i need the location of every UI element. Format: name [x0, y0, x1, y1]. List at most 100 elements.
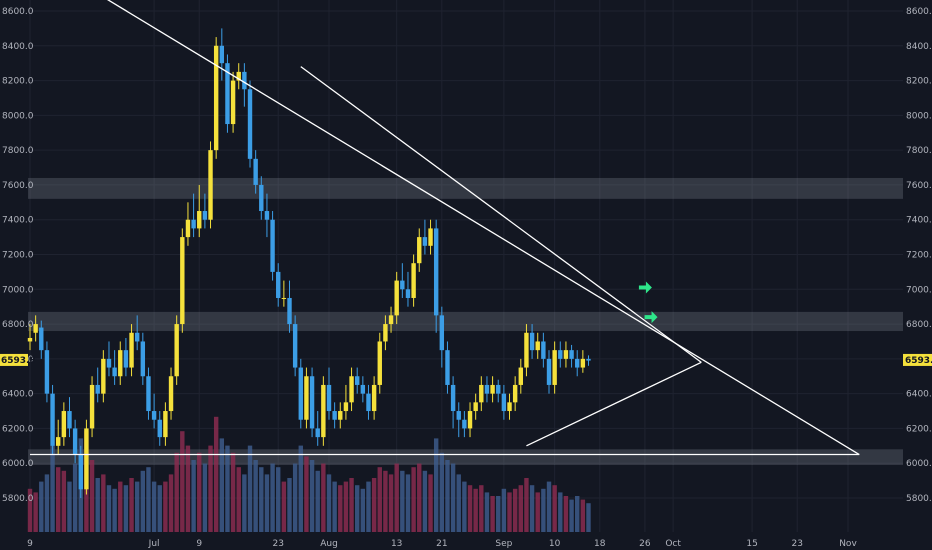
candle-body-99: [586, 358, 591, 361]
candle-body-29: [191, 219, 196, 229]
volume-bar-79: [473, 488, 478, 532]
candle-body-49: [304, 376, 309, 420]
volume-bar-33: [213, 416, 219, 532]
candle-body-76: [456, 411, 461, 420]
price-tick-right-7: 7200.0: [906, 251, 932, 261]
volume-bar-62: [377, 467, 382, 532]
candle-body-11: [89, 384, 95, 429]
volume-bar-87: [518, 485, 523, 532]
price-tick-left-6: 7000.0: [2, 285, 34, 295]
volume-bar-23: [157, 485, 162, 532]
volume-bar-44: [276, 467, 281, 532]
volume-bar-78: [467, 485, 473, 532]
candle-body-6: [61, 411, 67, 438]
candle-body-50: [309, 376, 315, 429]
candle-body-93: [552, 350, 557, 385]
date-tick-13: 23: [792, 539, 803, 549]
price-tick-right-11: 8000.0: [906, 111, 932, 121]
candle-body-31: [202, 211, 208, 220]
candle-body-59: [360, 384, 366, 394]
volume-bar-77: [462, 481, 467, 532]
candle-body-69: [417, 237, 422, 264]
candle-body-3: [44, 350, 50, 394]
candle-body-90: [535, 341, 540, 351]
volume-bar-72: [433, 438, 439, 532]
volume-bar-98: [580, 499, 586, 532]
candle-body-46: [287, 297, 292, 325]
candle-body-52: [321, 384, 326, 438]
volume-bar-51: [315, 470, 320, 532]
candle-body-37: [236, 71, 241, 81]
date-tick-12: 15: [746, 539, 757, 549]
candle-body-15: [112, 367, 117, 377]
volume-bar-67: [405, 474, 411, 532]
date-tick-1: Jul: [148, 539, 160, 549]
candle-body-77: [462, 419, 467, 429]
price-tick-left-2: 6200.0: [2, 424, 34, 434]
date-tick-7: Sep: [495, 539, 512, 549]
volume-bar-82: [490, 496, 495, 532]
candle-body-40: [253, 158, 258, 185]
candle-body-68: [411, 263, 416, 298]
arrow-upper-icon: [638, 281, 652, 294]
volume-bar-55: [338, 485, 343, 532]
candle-body-24: [163, 411, 168, 438]
volume-bar-26: [174, 452, 179, 532]
price-tick-left-3: 6400.0: [2, 390, 34, 400]
candle-body-92: [546, 358, 552, 385]
last-price-badge-right: [903, 353, 932, 366]
volume-bar-73: [439, 452, 445, 532]
volume-bar-11: [89, 460, 95, 532]
volume-bar-97: [575, 496, 580, 532]
volume-bar-75: [450, 463, 456, 532]
candle-body-87: [518, 367, 523, 385]
volume-bar-35: [225, 445, 230, 532]
price-tick-left-7: 7200.0: [2, 251, 34, 261]
volume-bar-22: [151, 481, 157, 532]
volume-bar-99: [586, 503, 591, 532]
volume-bar-90: [535, 492, 540, 532]
candle-body-95: [563, 350, 569, 359]
zone-lower: [28, 449, 903, 465]
date-tick-14: Nov: [839, 539, 857, 549]
candle-body-91: [541, 341, 546, 359]
date-tick-5: 13: [391, 539, 402, 549]
price-tick-right-0: 5800.0: [906, 494, 932, 504]
candle-body-44: [276, 271, 281, 298]
candle-body-33: [213, 45, 219, 151]
volume-bar-0: [27, 488, 33, 532]
candle-body-14: [106, 358, 112, 368]
volume-bar-36: [230, 452, 236, 532]
price-tick-left-5: 6800.0: [2, 320, 34, 330]
candle-body-70: [422, 237, 428, 246]
candle-body-13: [101, 358, 106, 394]
volume-bar-57: [349, 478, 354, 532]
volume-bar-70: [422, 470, 428, 532]
last-price-badges: 6593.8 6593.8: [0, 353, 932, 366]
candle-body-28: [185, 219, 191, 238]
date-axis[interactable]: 9 Jul 9 23 Aug 13 21 Sep 10 18 26 Oct 15 23 Nov: [27, 539, 857, 549]
volume-bar-64: [388, 474, 394, 532]
candle-body-63: [383, 324, 388, 342]
volume-bar-88: [524, 478, 529, 532]
price-tick-left-12: 8200.0: [2, 77, 34, 87]
volume-bar-41: [259, 467, 264, 532]
candle-body-82: [490, 384, 495, 394]
volume-bar-39: [247, 445, 253, 532]
volume-bar-17: [123, 485, 129, 532]
date-tick-11: Oct: [665, 539, 681, 549]
price-axis-right[interactable]: 5800.06000.06200.06400.06600.06800.07000…: [906, 7, 932, 504]
arrow-lower-icon: [644, 311, 658, 324]
candle-body-43: [270, 219, 275, 272]
candle-body-22: [151, 411, 157, 420]
volume-bar-47: [292, 463, 298, 532]
trendlines[interactable]: [30, 0, 860, 456]
volume-bar-15: [112, 488, 117, 532]
volume-bars: [27, 416, 591, 532]
candle-body-36: [230, 80, 236, 125]
volume-bar-80: [479, 485, 484, 532]
volume-bar-8: [72, 463, 78, 532]
candle-body-75: [450, 384, 456, 412]
